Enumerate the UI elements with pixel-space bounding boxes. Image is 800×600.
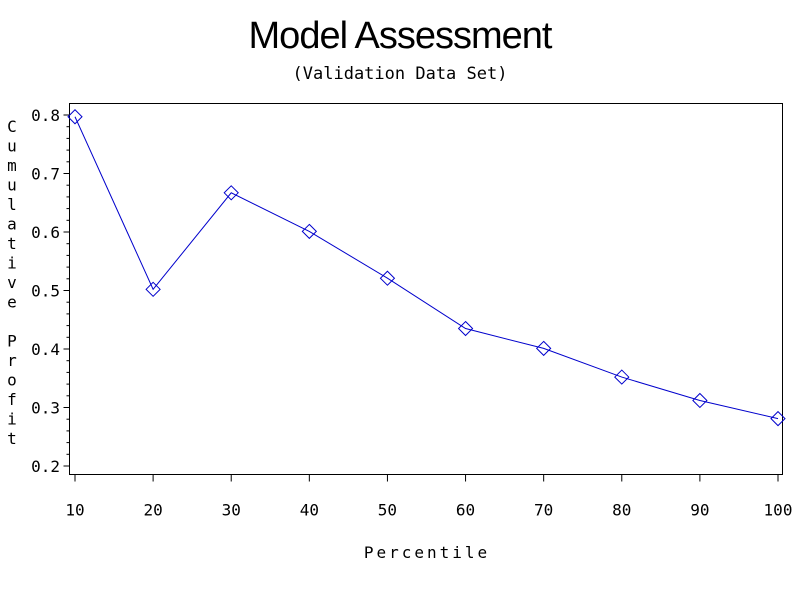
y-axis: 0.2 0.3 0.4 0.5 0.6 0.7 0.8 xyxy=(31,106,70,476)
y-axis-label-char: m xyxy=(7,156,17,175)
series-group xyxy=(67,109,786,427)
data-point xyxy=(223,185,239,201)
y-axis-label-char: e xyxy=(7,293,17,312)
x-tick-label: 80 xyxy=(612,501,631,520)
x-tick-label: 50 xyxy=(378,501,397,520)
data-point xyxy=(379,270,396,286)
data-point xyxy=(301,223,318,240)
y-tick-label: 0.5 xyxy=(31,282,60,301)
y-tick-label: 0.3 xyxy=(31,399,60,418)
data-point xyxy=(692,392,708,409)
data-point xyxy=(145,281,161,298)
y-axis-label-char: l xyxy=(7,195,17,214)
x-tick-label: 70 xyxy=(534,501,553,520)
x-tick-label: 60 xyxy=(456,501,475,520)
data-point xyxy=(535,340,552,357)
x-tick-label: 90 xyxy=(690,501,709,520)
chart-subtitle: (Validation Data Set) xyxy=(293,64,508,84)
data-point xyxy=(770,410,786,427)
y-axis-label-char: r xyxy=(7,351,17,370)
data-point xyxy=(457,320,474,337)
y-tick-label: 0.4 xyxy=(31,340,60,359)
y-axis-label-char: C xyxy=(7,117,17,136)
x-axis-label: Percentile xyxy=(364,543,490,562)
y-tick-label: 0.7 xyxy=(31,165,60,184)
y-axis-label-char: i xyxy=(7,254,17,273)
y-tick-label: 0.8 xyxy=(31,106,60,125)
y-axis-label-char: f xyxy=(7,390,17,409)
data-point xyxy=(614,369,630,385)
y-axis-label-char: t xyxy=(7,429,17,448)
y-axis-label-char: i xyxy=(7,410,17,429)
plot-frame xyxy=(69,103,783,475)
x-tick-label: 30 xyxy=(222,501,241,520)
chart-title: Model Assessment xyxy=(249,15,553,57)
y-axis-label-char: u xyxy=(7,176,17,195)
series-line xyxy=(74,116,779,420)
y-axis-label-char: t xyxy=(7,234,17,253)
y-axis-label-char: o xyxy=(7,371,17,390)
x-tick-label: 20 xyxy=(143,501,162,520)
data-point xyxy=(67,109,83,125)
y-axis-label-char: v xyxy=(7,273,17,292)
y-axis-label-char: P xyxy=(7,332,17,351)
x-tick-label: 10 xyxy=(65,501,84,520)
y-axis-label-char: u xyxy=(7,137,17,156)
x-axis: 10 20 30 40 50 60 70 80 90 100 xyxy=(65,474,793,520)
y-tick-label: 0.2 xyxy=(31,457,60,476)
x-tick-label: 100 xyxy=(764,501,793,520)
x-tick-label: 40 xyxy=(300,501,319,520)
y-tick-label: 0.6 xyxy=(31,223,60,242)
y-axis-label-char: a xyxy=(7,215,17,234)
